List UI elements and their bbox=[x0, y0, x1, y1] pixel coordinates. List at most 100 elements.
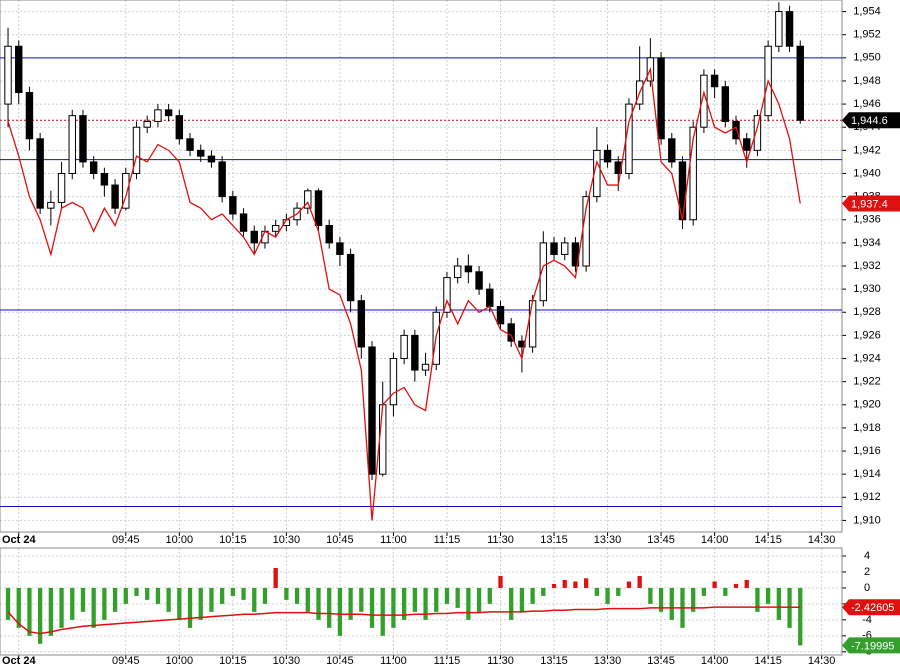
histogram-bar bbox=[5, 587, 11, 620]
y-tick-label: -6 bbox=[862, 630, 872, 642]
candle-body bbox=[732, 120, 740, 140]
x-tick-label: 11:15 bbox=[434, 534, 461, 546]
x-tick-label: 10:15 bbox=[219, 655, 247, 665]
x-tick-label: 10:00 bbox=[166, 534, 194, 546]
x-tick-label: 13:45 bbox=[647, 534, 675, 546]
candle-body bbox=[154, 109, 162, 122]
candle-body bbox=[775, 11, 783, 47]
candle-body bbox=[743, 138, 751, 151]
histogram-bar bbox=[91, 587, 96, 628]
y-tick-label: -4 bbox=[862, 614, 872, 626]
x-tick-label: 11:15 bbox=[434, 655, 461, 665]
x-tick-label: 11:30 bbox=[487, 655, 514, 665]
histogram-bar bbox=[498, 575, 503, 588]
histogram-bar bbox=[476, 587, 482, 612]
candle-body bbox=[346, 253, 355, 302]
x-tick-label: 09:45 bbox=[112, 655, 140, 665]
histogram-bar bbox=[155, 587, 161, 604]
x-tick-label: 10:30 bbox=[273, 655, 301, 665]
histogram-bar bbox=[348, 587, 353, 620]
candle-body bbox=[218, 161, 226, 198]
candle-body bbox=[689, 126, 697, 221]
histogram-bar bbox=[541, 587, 546, 596]
candle-body bbox=[57, 172, 66, 203]
histogram-bar bbox=[209, 587, 214, 612]
candle-body bbox=[496, 305, 505, 325]
y-tick-label: 1,926 bbox=[853, 329, 881, 341]
y-tick-label: 1,920 bbox=[853, 399, 881, 411]
histogram-bar bbox=[755, 587, 760, 612]
candle-body bbox=[239, 213, 248, 232]
histogram-bar bbox=[401, 587, 407, 620]
y-tick-label: 1,910 bbox=[853, 514, 881, 526]
histogram-bar bbox=[187, 587, 193, 628]
candle-body bbox=[710, 74, 719, 88]
y-tick-label: 1,912 bbox=[853, 491, 881, 503]
histogram-bar bbox=[573, 581, 578, 588]
candle-body bbox=[132, 126, 141, 174]
histogram-bar bbox=[712, 581, 717, 588]
candle-body bbox=[79, 115, 87, 163]
candle-body bbox=[796, 45, 804, 121]
histogram-bar bbox=[455, 587, 460, 608]
candle-body bbox=[15, 45, 23, 94]
histogram-bar bbox=[487, 587, 492, 604]
candle-body bbox=[753, 115, 762, 151]
histogram-bar bbox=[701, 587, 707, 596]
y-tick-label: 1,916 bbox=[853, 445, 881, 457]
candle-body bbox=[36, 138, 44, 209]
candle-body bbox=[111, 184, 119, 209]
x-tick-label: 14:15 bbox=[754, 534, 782, 546]
histogram-bar bbox=[648, 587, 653, 604]
histogram-bar bbox=[391, 587, 396, 628]
histogram-bar bbox=[123, 587, 128, 604]
histogram-bar bbox=[776, 587, 781, 620]
histogram-bar bbox=[80, 587, 86, 612]
candle-body bbox=[250, 230, 258, 244]
value-tag-label: -7.19995 bbox=[851, 640, 894, 652]
histogram-bar bbox=[509, 587, 514, 620]
value-tag-label: 1,937.4 bbox=[851, 198, 888, 210]
candle-body bbox=[368, 346, 376, 475]
histogram-bar bbox=[327, 587, 332, 628]
candle-body bbox=[336, 242, 344, 255]
y-tick-label: 1,940 bbox=[853, 167, 881, 179]
y-tick-label: 1,946 bbox=[853, 98, 881, 110]
x-tick-label: 14:00 bbox=[701, 655, 729, 665]
y-tick-label: 1,934 bbox=[853, 237, 881, 249]
candle-body bbox=[421, 363, 430, 371]
x-tick-label: 10:00 bbox=[166, 655, 194, 665]
histogram-bar bbox=[177, 587, 182, 620]
candle-body bbox=[668, 138, 676, 163]
candle-body bbox=[47, 201, 55, 209]
histogram-bar bbox=[102, 587, 107, 620]
histogram-bar bbox=[48, 587, 53, 636]
histogram-bar bbox=[38, 587, 43, 644]
value-tag bbox=[842, 599, 900, 616]
histogram-bar bbox=[658, 587, 664, 612]
histogram-bar bbox=[562, 579, 567, 588]
candle-body bbox=[561, 242, 569, 255]
candle-body bbox=[186, 138, 194, 151]
histogram-bar bbox=[733, 583, 739, 588]
y-tick-label: 1,930 bbox=[853, 283, 881, 295]
candle-body bbox=[314, 190, 323, 227]
histogram-bar bbox=[112, 587, 118, 612]
histogram-bar bbox=[220, 587, 225, 604]
histogram-bar bbox=[359, 587, 364, 612]
x-tick-label: 14:30 bbox=[808, 655, 836, 665]
candle-body bbox=[721, 86, 730, 122]
histogram-bar bbox=[551, 583, 557, 588]
candle-body bbox=[550, 242, 558, 255]
candle-body bbox=[657, 57, 665, 140]
y-tick-label: 1,924 bbox=[853, 352, 881, 364]
histogram-bar bbox=[241, 587, 246, 600]
candle-body bbox=[528, 300, 537, 348]
y-tick-label: 1,918 bbox=[853, 422, 881, 434]
y-tick-label: 1,954 bbox=[853, 5, 881, 17]
histogram-bar bbox=[27, 587, 32, 636]
y-tick-label: 1,928 bbox=[853, 306, 881, 318]
signal-line bbox=[7, 606, 801, 635]
